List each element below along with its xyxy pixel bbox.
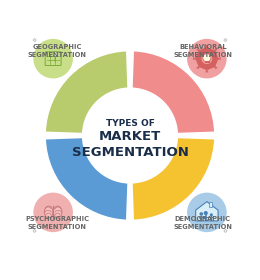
Wedge shape	[132, 50, 215, 134]
Text: MARKET: MARKET	[99, 130, 161, 143]
Polygon shape	[196, 202, 218, 221]
Polygon shape	[217, 57, 220, 60]
Circle shape	[210, 213, 213, 216]
Polygon shape	[213, 65, 217, 69]
Text: PSYCHOGRAPHIC
SEGMENTATION: PSYCHOGRAPHIC SEGMENTATION	[25, 216, 89, 230]
Circle shape	[32, 192, 74, 233]
Bar	[209, 202, 212, 207]
Circle shape	[186, 38, 228, 79]
Ellipse shape	[53, 206, 62, 218]
Circle shape	[204, 211, 208, 215]
Text: GEOGRAPHIC
SEGMENTATION: GEOGRAPHIC SEGMENTATION	[28, 45, 87, 59]
Circle shape	[199, 212, 203, 216]
Circle shape	[186, 192, 228, 233]
Circle shape	[203, 54, 211, 62]
FancyBboxPatch shape	[45, 52, 61, 66]
Circle shape	[83, 88, 177, 183]
Circle shape	[196, 48, 218, 69]
Circle shape	[53, 52, 58, 57]
Polygon shape	[205, 45, 209, 48]
Polygon shape	[196, 48, 201, 52]
Wedge shape	[45, 137, 128, 221]
Circle shape	[202, 53, 212, 64]
Ellipse shape	[44, 206, 53, 218]
Text: TYPES OF: TYPES OF	[106, 119, 154, 128]
Wedge shape	[45, 50, 128, 134]
Wedge shape	[132, 137, 215, 221]
Circle shape	[32, 38, 74, 79]
Polygon shape	[193, 57, 196, 60]
Text: BEHAVIORAL
SEGMENTATION: BEHAVIORAL SEGMENTATION	[173, 45, 232, 59]
Polygon shape	[213, 48, 217, 52]
Polygon shape	[196, 65, 201, 69]
Text: DEMOGRAPHIC
SEGMENTATION: DEMOGRAPHIC SEGMENTATION	[173, 216, 232, 230]
Text: SEGMENTATION: SEGMENTATION	[72, 146, 188, 159]
Polygon shape	[205, 69, 209, 72]
